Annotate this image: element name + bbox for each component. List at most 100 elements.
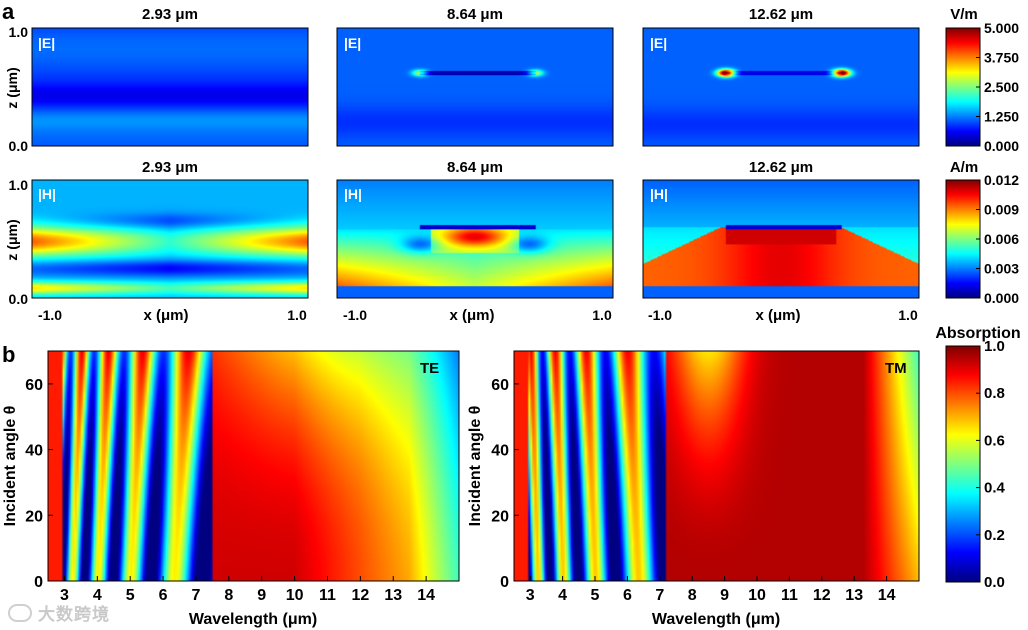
- h-map-2-title: 8.64 μm: [447, 159, 503, 176]
- colorbar-e-unit: V/m: [950, 6, 978, 23]
- h-map-1: 2.93 μm |H| 1.0 0.0 z (μm) -1.0 1.0 x (μ…: [4, 159, 309, 324]
- te-ytick-label: 60: [25, 377, 43, 394]
- h-map-1-ytick-bottom: 0.0: [9, 291, 29, 307]
- colorbar-tick-label: 0.000: [984, 290, 1019, 306]
- colorbar-tick-label: 0.6: [984, 432, 1005, 449]
- tm-ytick-label: 0: [500, 574, 509, 591]
- h-map-1-title: 2.93 μm: [142, 159, 198, 176]
- h-map-1-xtick-left: -1.0: [38, 307, 62, 323]
- h-map-1-image: [32, 180, 308, 298]
- e-map-3-title: 12.62 μm: [749, 6, 813, 23]
- absorption-te-yticks: 0 20 40 60: [25, 377, 53, 591]
- colorbar-tick-label: 0.000: [984, 138, 1019, 154]
- colorbar-tick-label: 0.0: [984, 574, 1005, 591]
- absorption-tm-xlabel: Wavelength (μm): [652, 611, 780, 628]
- tm-ytick-label: 20: [491, 508, 509, 525]
- te-xtick-label: 7: [192, 587, 201, 604]
- colorbar-h-ticks: 0.012 0.009 0.006 0.003 0.000: [976, 172, 1019, 306]
- tm-xtick-label: 6: [623, 587, 632, 604]
- h-map-3-frame: [642, 179, 920, 299]
- e-map-1-title: 2.93 μm: [142, 6, 198, 23]
- colorbar-e-bar: [945, 27, 981, 147]
- tm-xtick-label: 5: [591, 587, 600, 604]
- absorption-tm-image: [514, 351, 919, 581]
- e-map-2: 8.64 μm |E|: [336, 6, 614, 147]
- e-map-3: 12.62 μm |E|: [642, 6, 920, 147]
- tm-xtick-label: 11: [781, 587, 798, 604]
- te-xtick-label: 6: [159, 587, 168, 604]
- e-map-2-title: 8.64 μm: [447, 6, 503, 23]
- absorption-te-frame: [47, 350, 460, 582]
- colorbar-absorption-bar: [945, 345, 981, 583]
- tm-xtick-label: 3: [526, 587, 535, 604]
- tm-xtick-label: 4: [558, 587, 567, 604]
- absorption-te-corner-label: TE: [420, 360, 439, 377]
- te-xtick-label: 14: [417, 587, 435, 604]
- colorbar-tick-label: 1.250: [984, 109, 1019, 125]
- absorption-tm-frame: [513, 350, 920, 582]
- tm-ytick-label: 60: [491, 377, 509, 394]
- panel-label-b: b: [2, 342, 15, 367]
- e-map-1-frame: [31, 27, 309, 147]
- h-map-3-field-label: |H|: [650, 186, 668, 202]
- colorbar-tick-label: 0.012: [984, 172, 1019, 188]
- h-map-2-frame: [336, 179, 614, 299]
- h-map-3-xtick-left: -1.0: [648, 307, 672, 323]
- e-map-1: 2.93 μm |E| 1.0 0.0 z (μm): [4, 6, 309, 154]
- h-map-2-field-label: |H|: [344, 186, 362, 202]
- h-map-3: 12.62 μm |H| -1.0 1.0 x (μm): [642, 159, 920, 324]
- te-xtick-label: 11: [319, 587, 336, 604]
- te-xtick-label: 8: [224, 587, 233, 604]
- colorbar-h-unit: A/m: [950, 159, 978, 176]
- watermark: 大数跨境: [8, 600, 110, 625]
- absorption-tm-ylabel: Incident angle θ: [467, 406, 484, 527]
- tm-xtick-label: 9: [720, 587, 729, 604]
- colorbar-e: V/m 5.000 3.750 2.500 1.250 0.000: [945, 6, 1019, 154]
- h-map-2-xlabel: x (μm): [449, 307, 494, 324]
- colorbar-e-ticks: 5.000 3.750 2.500 1.250 0.000: [976, 20, 1019, 154]
- e-map-1-ylabel: z (μm): [4, 67, 20, 108]
- te-ytick-label: 40: [25, 443, 43, 460]
- colorbar-tick-label: 0.003: [984, 261, 1019, 277]
- tm-xtick-label: 10: [748, 587, 766, 604]
- h-map-3-image: [643, 180, 919, 298]
- colorbar-tick-label: 0.8: [984, 385, 1005, 402]
- absorption-te-ylabel: Incident angle θ: [2, 406, 19, 527]
- watermark-logo-icon: [8, 604, 32, 622]
- te-ytick-label: 0: [34, 574, 43, 591]
- te-xtick-label: 5: [126, 587, 135, 604]
- absorption-tm-plot: TM 3 4 5 6 7 8 9 10 11 12 13 14 0 20 40 60 Wavelength …: [467, 350, 920, 628]
- h-map-2-image: [337, 180, 613, 298]
- e-map-1-ytick-top: 1.0: [9, 24, 29, 40]
- h-map-2-xtick-left: -1.0: [343, 307, 367, 323]
- e-map-1-image: [32, 28, 308, 146]
- h-map-3-title: 12.62 μm: [749, 159, 813, 176]
- tm-xtick-label: 12: [813, 587, 831, 604]
- h-map-3-xlabel: x (μm): [755, 307, 800, 324]
- absorption-tm-corner-label: TM: [885, 360, 907, 377]
- e-map-2-image: [337, 28, 613, 146]
- te-xtick-label: 10: [286, 587, 304, 604]
- h-map-1-field-label: |H|: [38, 186, 56, 202]
- h-map-1-ytick-top: 1.0: [9, 177, 29, 193]
- h-map-1-frame: [31, 179, 309, 299]
- tm-xtick-label: 13: [845, 587, 863, 604]
- absorption-tm-yticks: 0 20 40 60: [491, 377, 519, 591]
- absorption-te-xlabel: Wavelength (μm): [189, 611, 317, 628]
- absorption-te-image: [48, 351, 459, 581]
- e-map-3-image: [643, 28, 919, 146]
- colorbar-tick-label: 2.500: [984, 79, 1019, 95]
- tm-xtick-label: 14: [878, 587, 896, 604]
- te-xtick-label: 9: [257, 587, 266, 604]
- h-map-1-ylabel: z (μm): [4, 219, 20, 260]
- tm-xtick-label: 7: [655, 587, 664, 604]
- te-xtick-label: 13: [384, 587, 402, 604]
- h-map-2-xtick-right: 1.0: [592, 307, 612, 323]
- te-ytick-label: 20: [25, 508, 43, 525]
- e-map-1-field-label: |E|: [38, 35, 55, 51]
- e-map-3-frame: [642, 27, 920, 147]
- h-map-3-xtick-right: 1.0: [898, 307, 918, 323]
- colorbar-tick-label: 1.0: [984, 338, 1005, 355]
- h-map-2: 8.64 μm |H| -1.0 1.0 x (μm): [336, 159, 614, 324]
